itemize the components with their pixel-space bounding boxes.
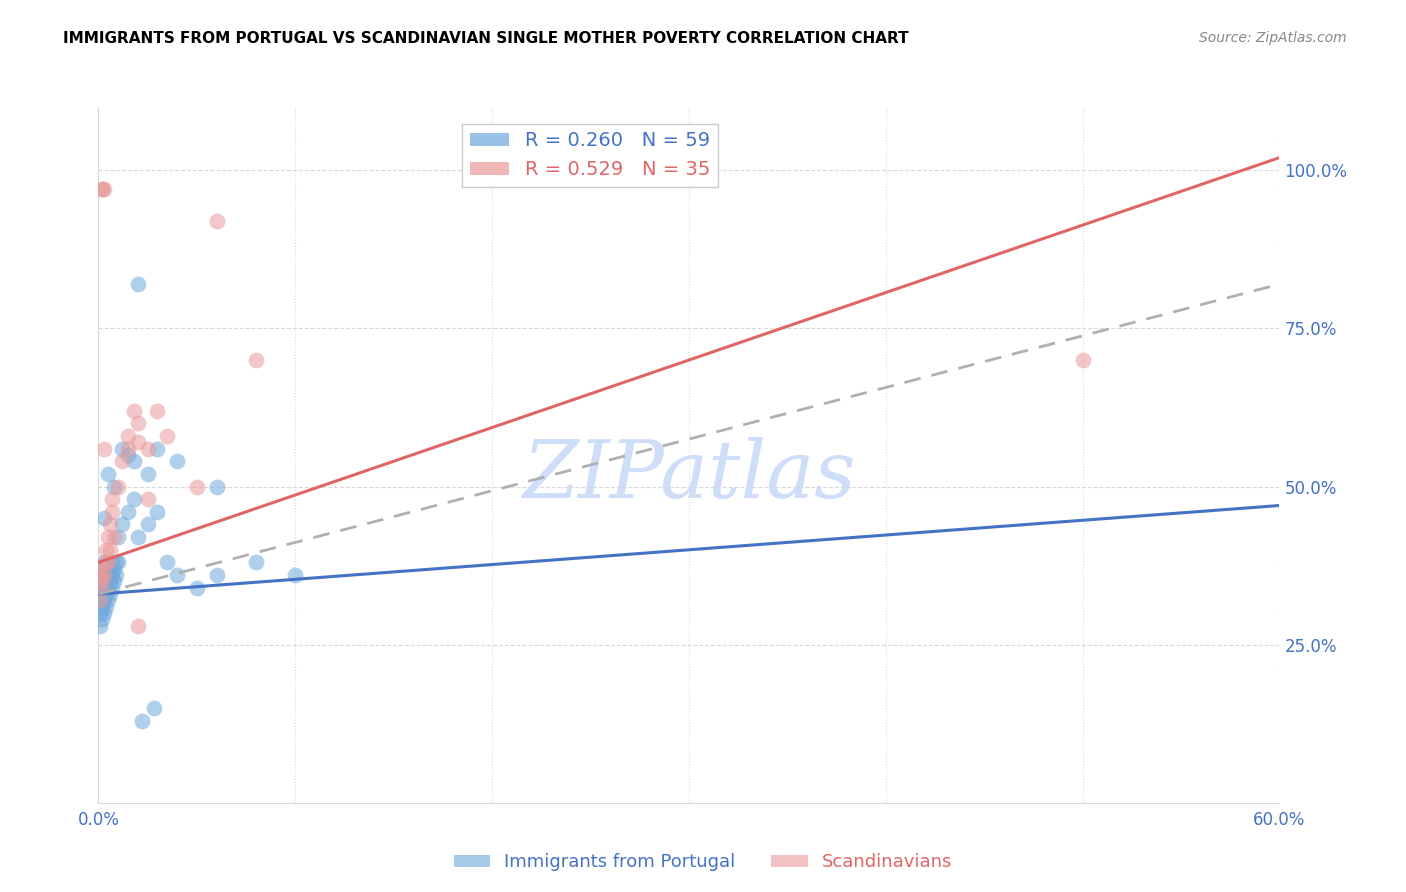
Point	[97, 530, 120, 544]
Point	[103, 574, 125, 589]
Point	[107, 530, 129, 544]
Point	[97, 593, 120, 607]
Point	[146, 505, 169, 519]
Point	[91, 612, 114, 626]
Point	[136, 492, 159, 507]
Point	[205, 479, 228, 493]
Point	[107, 479, 129, 493]
Point	[205, 214, 228, 228]
Point	[117, 505, 139, 519]
Point	[146, 442, 169, 456]
Point	[117, 448, 139, 462]
Point	[111, 442, 134, 456]
Point	[136, 467, 159, 481]
Point	[122, 454, 145, 468]
Point	[245, 353, 267, 368]
Point	[103, 479, 125, 493]
Point	[105, 568, 128, 582]
Point	[98, 517, 121, 532]
Point	[284, 568, 307, 582]
Point	[91, 574, 114, 589]
Point	[166, 454, 188, 468]
Point	[122, 403, 145, 417]
Point	[146, 403, 169, 417]
Point	[186, 581, 208, 595]
Point	[91, 581, 114, 595]
Point	[101, 505, 124, 519]
Point	[97, 556, 120, 570]
Legend: Immigrants from Portugal, Scandinavians: Immigrants from Portugal, Scandinavians	[446, 847, 960, 879]
Point	[89, 581, 111, 595]
Point	[122, 492, 145, 507]
Point	[166, 568, 188, 582]
Point	[205, 568, 228, 582]
Point	[136, 442, 159, 456]
Text: ZIPatlas: ZIPatlas	[522, 437, 856, 515]
Point	[127, 417, 149, 431]
Point	[96, 599, 118, 614]
Point	[93, 442, 115, 456]
Point	[98, 542, 121, 557]
Point	[91, 587, 114, 601]
Point	[89, 606, 111, 620]
Point	[96, 556, 118, 570]
Point	[101, 492, 124, 507]
Point	[111, 517, 134, 532]
Point	[96, 562, 118, 576]
Point	[117, 442, 139, 456]
Point	[96, 587, 118, 601]
Point	[89, 618, 111, 632]
Point	[97, 467, 120, 481]
Point	[127, 435, 149, 450]
Point	[89, 568, 111, 582]
Point	[98, 587, 121, 601]
Point	[98, 562, 121, 576]
Point	[91, 574, 114, 589]
Point	[93, 581, 115, 595]
Point	[156, 429, 179, 443]
Point	[156, 556, 179, 570]
Point	[93, 511, 115, 525]
Point	[107, 556, 129, 570]
Point	[93, 182, 115, 196]
Point	[103, 562, 125, 576]
Text: IMMIGRANTS FROM PORTUGAL VS SCANDINAVIAN SINGLE MOTHER POVERTY CORRELATION CHART: IMMIGRANTS FROM PORTUGAL VS SCANDINAVIAN…	[63, 31, 908, 46]
Point	[127, 530, 149, 544]
Point	[101, 556, 124, 570]
Point	[98, 574, 121, 589]
Point	[93, 568, 115, 582]
Point	[111, 454, 134, 468]
Point	[97, 568, 120, 582]
Point	[96, 542, 118, 557]
Point	[186, 479, 208, 493]
Point	[93, 593, 115, 607]
Point	[91, 182, 114, 196]
Point	[1071, 353, 1094, 368]
Point	[142, 701, 165, 715]
Point	[101, 568, 124, 582]
Legend: R = 0.260   N = 59, R = 0.529   N = 35: R = 0.260 N = 59, R = 0.529 N = 35	[463, 124, 718, 187]
Point	[131, 714, 153, 728]
Point	[136, 517, 159, 532]
Point	[89, 581, 111, 595]
Point	[89, 562, 111, 576]
Point	[127, 618, 149, 632]
Point	[89, 568, 111, 582]
Point	[89, 593, 111, 607]
Point	[103, 530, 125, 544]
Point	[93, 606, 115, 620]
Point	[101, 581, 124, 595]
Point	[91, 182, 114, 196]
Point	[93, 568, 115, 582]
Point	[97, 581, 120, 595]
Point	[117, 429, 139, 443]
Point	[127, 277, 149, 292]
Point	[96, 574, 118, 589]
Point	[91, 599, 114, 614]
Point	[93, 556, 115, 570]
Point	[245, 556, 267, 570]
Point	[105, 556, 128, 570]
Point	[89, 593, 111, 607]
Text: Source: ZipAtlas.com: Source: ZipAtlas.com	[1199, 31, 1347, 45]
